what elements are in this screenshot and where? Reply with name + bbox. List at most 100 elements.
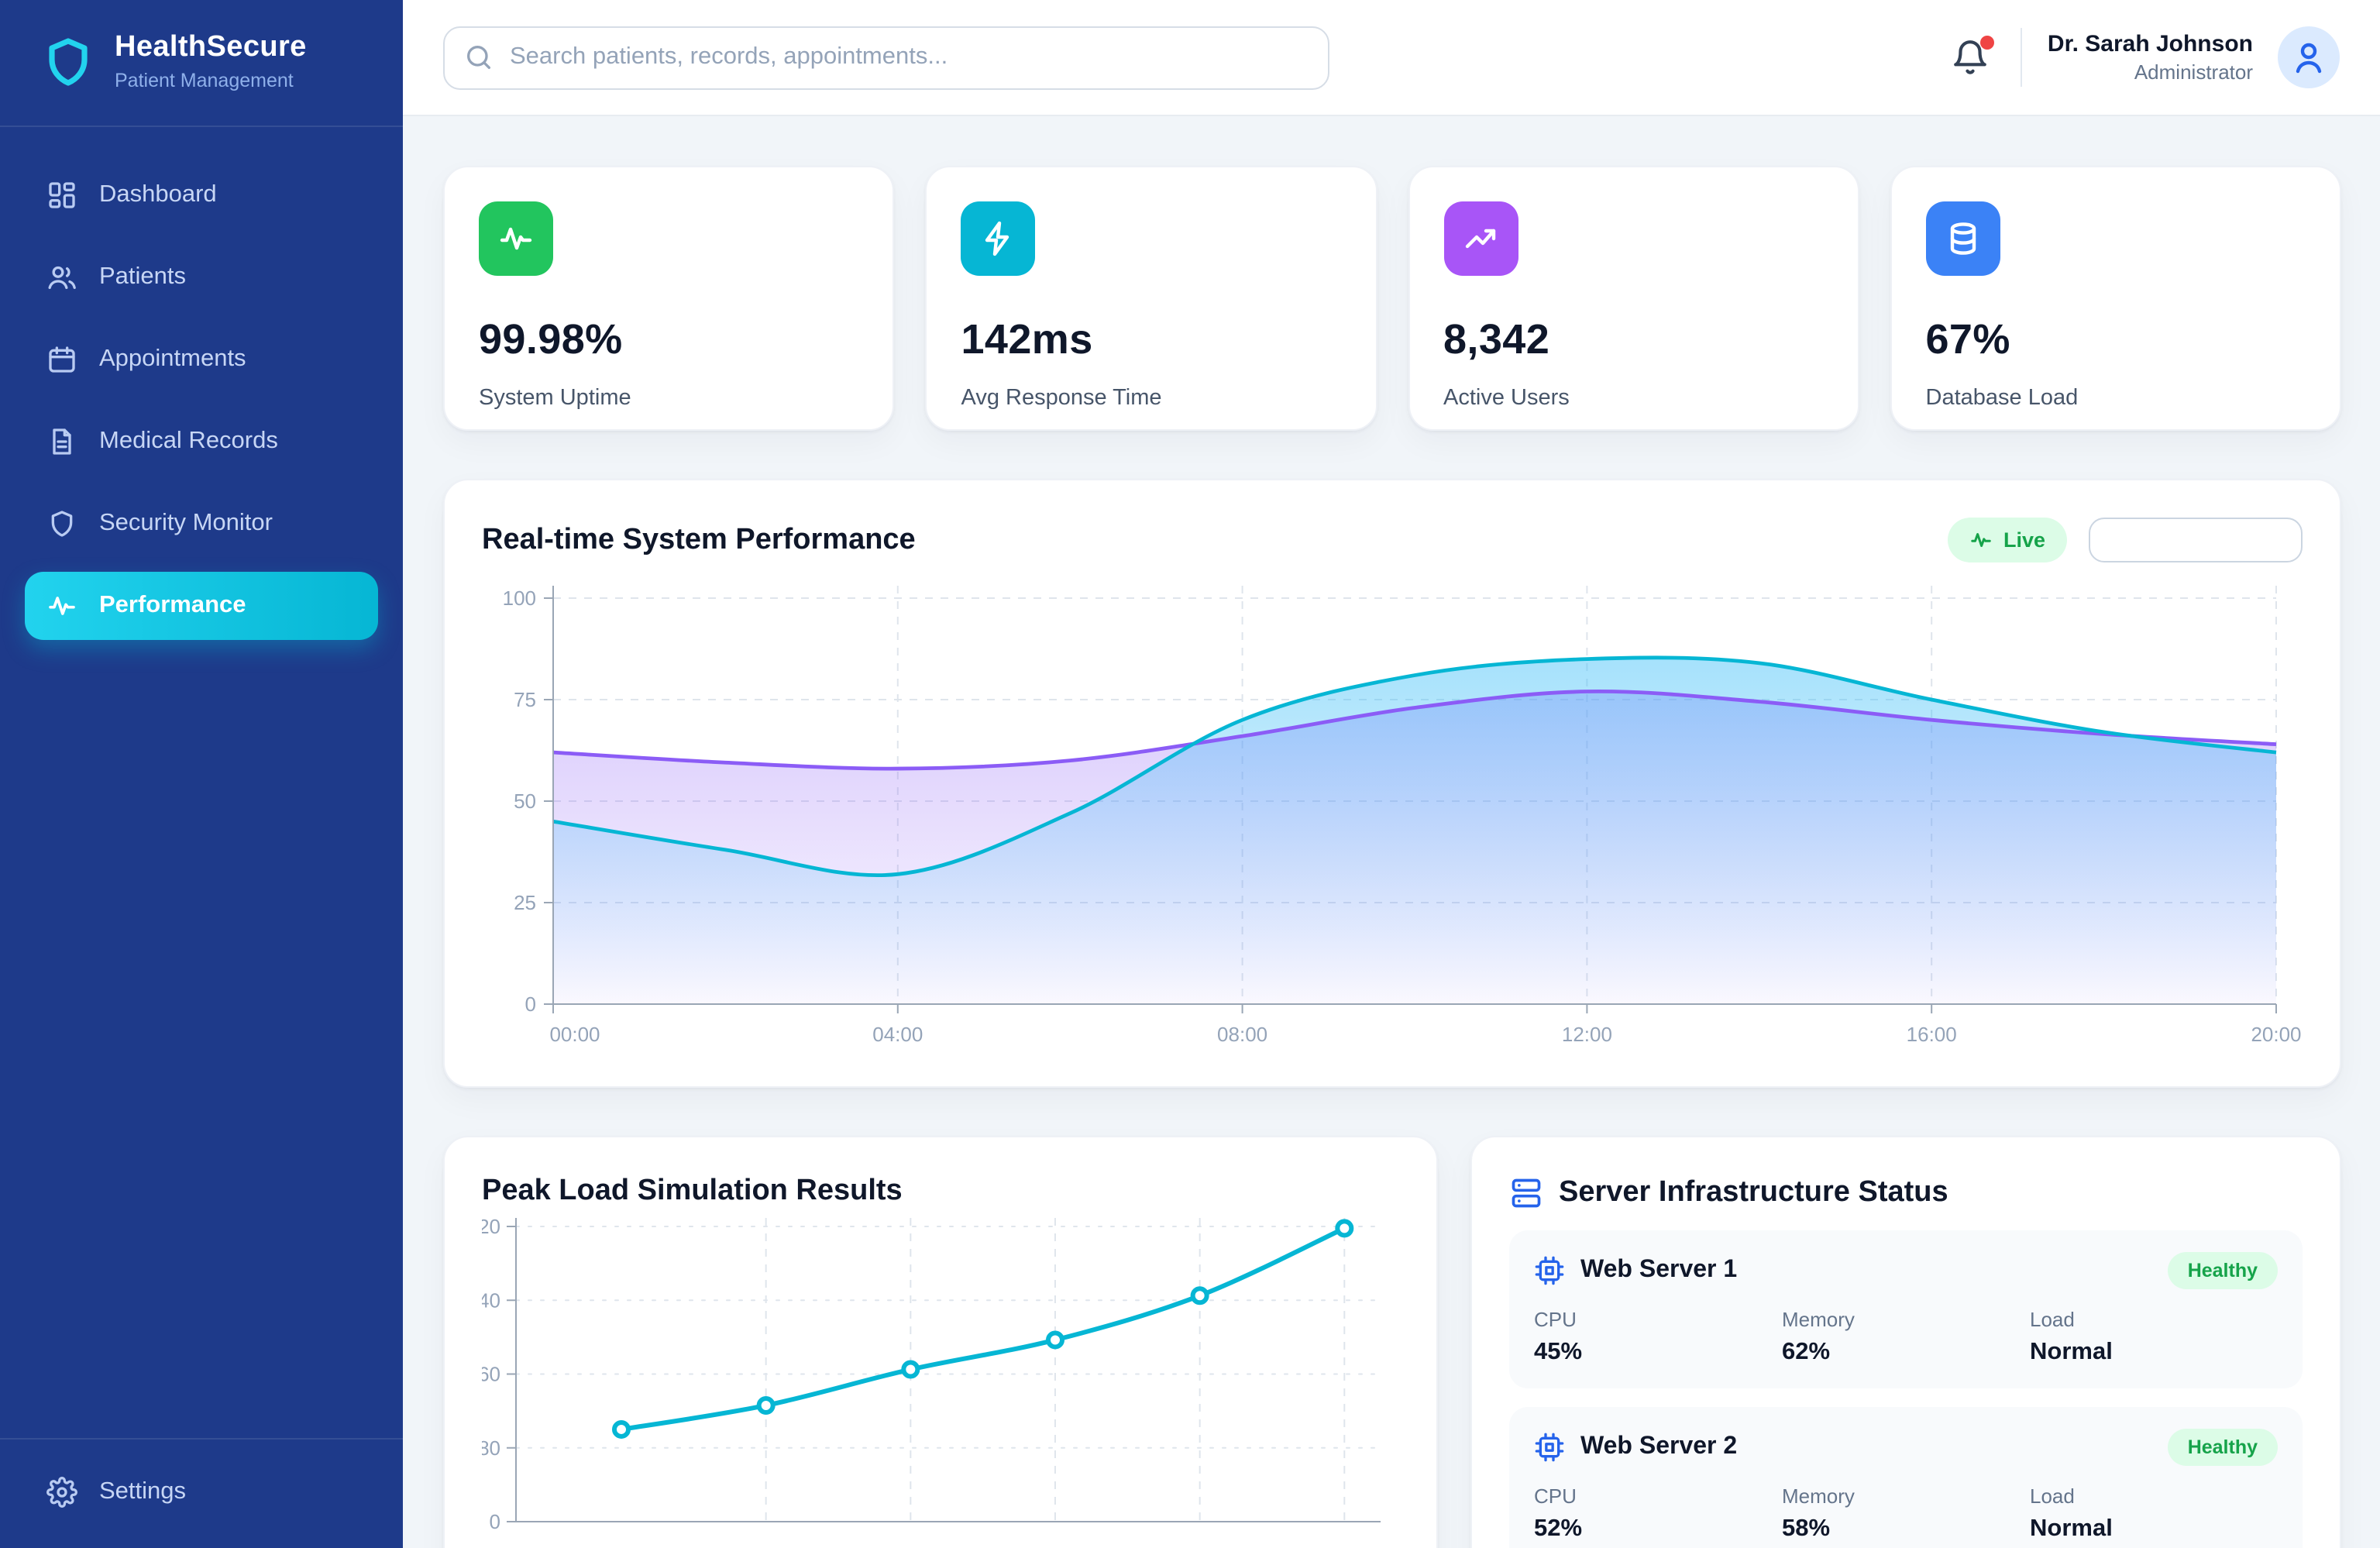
performance-chart-panel: Real-time System Performance Live 0 25 50 7… (443, 479, 2341, 1088)
svg-text:00:00: 00:00 (549, 1023, 600, 1046)
svg-text:80: 80 (482, 1436, 500, 1460)
sidebar-item-performance[interactable]: Performance (25, 572, 378, 640)
stat-card-response-time: 142ms Avg Response Time (925, 166, 1377, 431)
stat-value: 8,342 (1443, 316, 1550, 363)
topbar: Dr. Sarah Johnson Administrator (403, 0, 2380, 116)
metric-label: CPU (1534, 1484, 1577, 1508)
stat-label: Active Users (1443, 386, 1570, 411)
bolt-icon (961, 201, 1036, 276)
status-badge: Healthy (2167, 1252, 2278, 1289)
stat-label: Avg Response Time (961, 386, 1162, 411)
avatar[interactable] (2278, 26, 2340, 88)
metric-label: Load (2030, 1484, 2075, 1508)
document-icon (46, 426, 77, 457)
gear-icon (46, 1477, 77, 1508)
server-status-panel: Server Infrastructure Status Web Server … (1470, 1136, 2341, 1548)
sidebar-footer: Settings (0, 1438, 403, 1548)
stat-card-active-users: 8,342 Active Users (1408, 166, 1859, 431)
sidebar-item-dashboard[interactable]: Dashboard (25, 161, 378, 229)
stat-card-database-load: 67% Database Load (1890, 166, 2341, 431)
stat-label: Database Load (1925, 386, 2079, 411)
sidebar: HealthSecure Patient Management Dashboar… (0, 0, 403, 1548)
time-range-select[interactable] (2089, 518, 2303, 562)
svg-text:320: 320 (482, 1215, 500, 1238)
metric-label: Memory (1782, 1484, 1855, 1508)
topbar-right: Dr. Sarah Johnson Administrator (1945, 26, 2340, 88)
sidebar-item-security-monitor[interactable]: Security Monitor (25, 490, 378, 558)
sidebar-item-label: Patients (99, 263, 187, 290)
performance-panel-title: Real-time System Performance (482, 523, 916, 556)
stat-value: 99.98% (479, 316, 623, 363)
svg-text:160: 160 (482, 1363, 500, 1386)
trending-up-icon (1443, 201, 1518, 276)
search-box (443, 26, 1329, 89)
stat-label: System Uptime (479, 386, 631, 411)
sidebar-nav: Dashboard Patients Appointments Medical … (0, 127, 403, 1438)
activity-icon (1971, 533, 1991, 547)
main-content: 99.98% System Uptime 142ms Avg Response … (403, 116, 2380, 1548)
server-name: Web Server 2 (1580, 1433, 1738, 1460)
cpu-icon (1535, 1433, 1564, 1462)
user-name: Dr. Sarah Johnson (2047, 31, 2253, 57)
stat-card-uptime: 99.98% System Uptime (443, 166, 895, 431)
sidebar-item-appointments[interactable]: Appointments (25, 325, 378, 394)
svg-text:25: 25 (514, 891, 536, 914)
users-icon (46, 262, 77, 293)
svg-text:50: 50 (514, 789, 536, 813)
metric-memory: Memory 58% (1782, 1484, 2030, 1543)
calendar-icon (46, 344, 77, 375)
brand-text: HealthSecure Patient Management (115, 31, 307, 91)
brand: HealthSecure Patient Management (0, 0, 403, 127)
metric-cpu: CPU 52% (1534, 1484, 1782, 1543)
server-metrics: CPU 45% Memory 62% Load Normal (1534, 1308, 2278, 1367)
activity-icon (479, 201, 553, 276)
metric-label: CPU (1534, 1308, 1577, 1331)
status-badge: Healthy (2167, 1429, 2278, 1466)
metric-label: Memory (1782, 1308, 1855, 1331)
sidebar-item-label: Security Monitor (99, 510, 273, 536)
database-icon (1925, 201, 2000, 276)
dashboard-icon (46, 180, 77, 211)
stat-value: 142ms (961, 316, 1093, 363)
svg-text:240: 240 (482, 1288, 500, 1312)
shield-icon (46, 508, 77, 539)
search-input[interactable] (443, 26, 1329, 89)
search-icon (463, 41, 494, 72)
sidebar-item-label: Performance (99, 592, 246, 618)
metric-value: Normal (2030, 1515, 2113, 1542)
svg-text:12:00: 12:00 (1562, 1023, 1612, 1046)
svg-text:0: 0 (490, 1510, 500, 1533)
svg-text:75: 75 (514, 688, 536, 711)
sidebar-item-settings[interactable]: Settings (25, 1458, 378, 1526)
server-name-row: Web Server 2 (1534, 1432, 1737, 1463)
stat-value: 67% (1925, 316, 2010, 363)
svg-text:04:00: 04:00 (872, 1023, 923, 1046)
notifications-bell-button[interactable] (1945, 32, 1997, 83)
svg-text:16:00: 16:00 (1907, 1023, 1957, 1046)
notification-unread-dot (1980, 35, 1995, 49)
peak-panel-title: Peak Load Simulation Results (482, 1175, 903, 1207)
peak-load-chart-panel: Peak Load Simulation Results 0 80 160 240 32… (443, 1136, 1438, 1548)
metric-memory: Memory 62% (1782, 1308, 2030, 1367)
brand-name: HealthSecure (115, 31, 307, 64)
user-role: Administrator (2134, 60, 2253, 84)
server-icon (1509, 1176, 1543, 1210)
sidebar-item-patients[interactable]: Patients (25, 243, 378, 311)
server-card-web-server-2: Web Server 2 Healthy CPU 52% Memory 58% (1509, 1407, 2303, 1548)
server-name-row: Web Server 1 (1534, 1255, 1737, 1286)
metric-value: 58% (1782, 1515, 1831, 1542)
brand-subtitle: Patient Management (115, 70, 294, 91)
live-status-badge: Live (1947, 518, 2067, 562)
metric-value: 45% (1534, 1339, 1583, 1365)
svg-text:20:00: 20:00 (2251, 1023, 2301, 1046)
sidebar-item-medical-records[interactable]: Medical Records (25, 408, 378, 476)
bottom-row: Peak Load Simulation Results 0 80 160 240 32… (443, 1136, 2341, 1548)
server-name: Web Server 1 (1580, 1257, 1738, 1283)
live-label: Live (2003, 528, 2045, 552)
metric-load: Load Normal (2030, 1484, 2278, 1543)
shield-logo-icon (40, 32, 96, 91)
stat-cards: 99.98% System Uptime 142ms Avg Response … (443, 166, 2341, 431)
user-info: Dr. Sarah Johnson Administrator (2048, 31, 2253, 84)
metric-value: 62% (1782, 1339, 1831, 1365)
